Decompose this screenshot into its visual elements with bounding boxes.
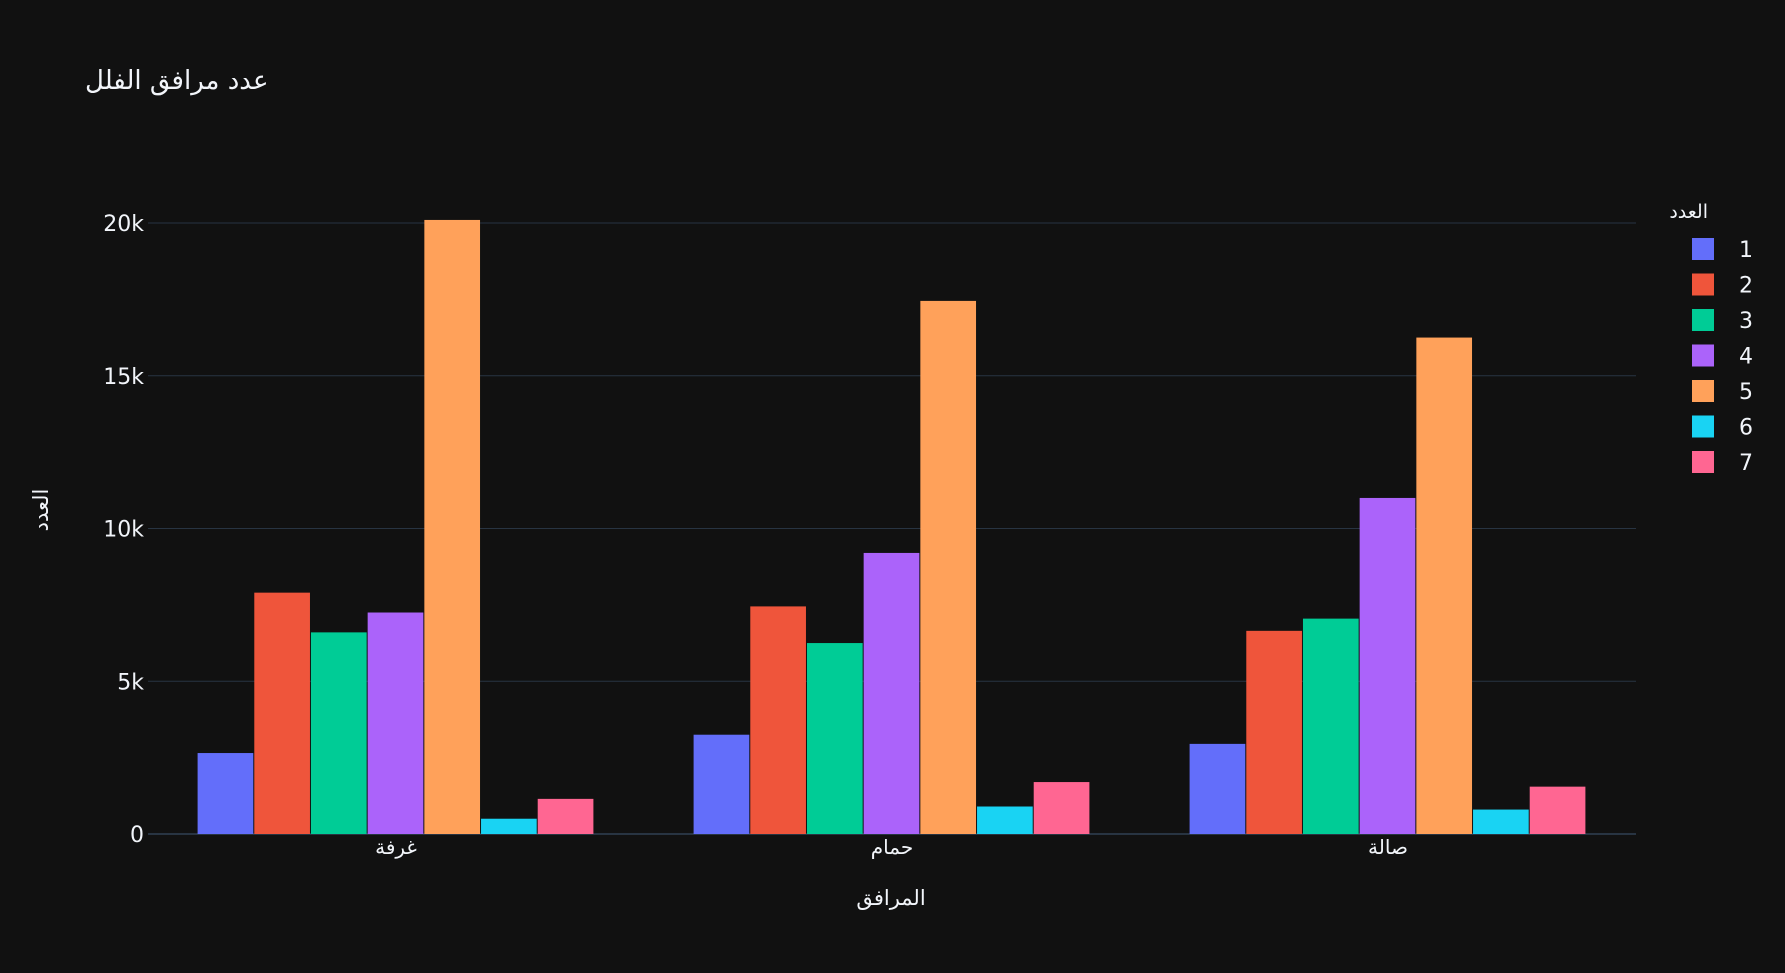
bar (424, 219, 481, 834)
bar (537, 798, 594, 834)
x-tick-label: غرفة (375, 835, 417, 859)
bar (1033, 782, 1090, 834)
legend-label: 5 (1739, 380, 1753, 405)
bars (197, 219, 1586, 835)
legend-label: 7 (1739, 451, 1753, 476)
legend-swatch (1692, 273, 1714, 296)
bar (1246, 630, 1302, 834)
y-tick-label: 20k (103, 212, 144, 237)
bar (1359, 497, 1416, 834)
legend: العدد 1 2 3 4 5 6 7 (1669, 201, 1753, 476)
y-tick-label: 10k (103, 518, 144, 543)
legend-swatch (1692, 415, 1714, 438)
bar (863, 552, 920, 834)
x-tick-labels: غرفة حمام صالة (375, 835, 1408, 859)
legend-swatch (1692, 451, 1714, 473)
bar (750, 606, 806, 834)
bar (481, 818, 537, 834)
bar (1302, 618, 1359, 834)
y-axis-title: العدد (29, 489, 53, 532)
legend-swatch (1692, 380, 1714, 402)
bar (1189, 743, 1246, 834)
x-tick-label: حمام (871, 835, 913, 859)
y-tick-label: 15k (103, 365, 144, 390)
x-axis-title: المرافق (856, 886, 925, 910)
legend-swatch (1692, 309, 1714, 331)
chart-title: عدد مرافق الفلل (85, 66, 268, 96)
legend-label: 6 (1739, 416, 1753, 441)
legend-label: 4 (1739, 345, 1753, 370)
y-tick-labels: 0 5k 10k 15k 20k (103, 212, 144, 848)
bar (977, 806, 1033, 834)
legend-label: 2 (1739, 274, 1753, 299)
bar (1416, 337, 1473, 834)
bar (920, 300, 977, 835)
bar (693, 734, 750, 834)
x-tick-label: صالة (1368, 835, 1408, 859)
bar (310, 632, 367, 834)
bar (367, 612, 424, 834)
bar (197, 753, 254, 834)
bar (1529, 786, 1586, 834)
y-tick-label: 0 (130, 823, 144, 848)
legend-label: 3 (1739, 309, 1753, 334)
y-tick-label: 5k (117, 670, 144, 695)
bar (806, 643, 863, 834)
bar (254, 592, 310, 834)
bar (1473, 809, 1529, 834)
legend-label: 1 (1739, 238, 1753, 263)
legend-title: العدد (1669, 201, 1708, 223)
legend-swatch (1692, 238, 1714, 260)
legend-swatch (1692, 344, 1714, 367)
